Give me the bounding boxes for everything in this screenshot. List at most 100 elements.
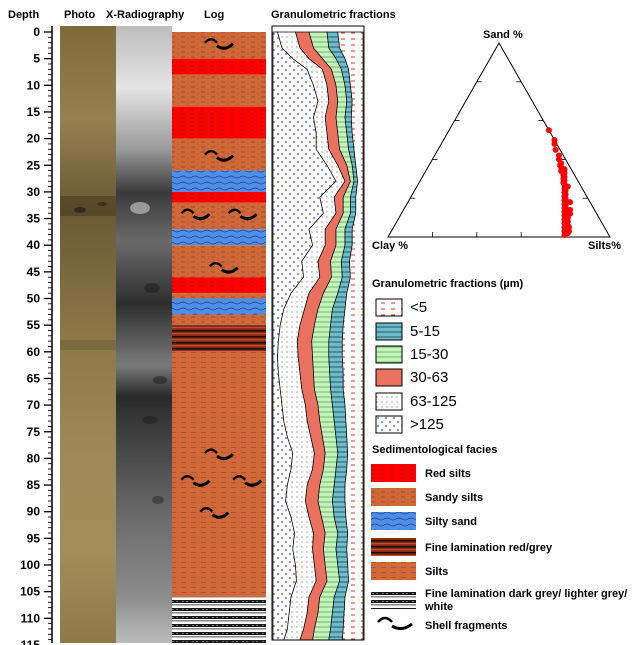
xray-core	[116, 26, 172, 643]
legend-swatch-silty-sand	[371, 512, 416, 530]
granulometric-plot	[272, 31, 364, 641]
legend-item-gt125: >125	[410, 416, 444, 433]
shell-fragment-icon	[204, 149, 235, 162]
log-layer	[172, 293, 266, 299]
depth-tick-label: 30	[27, 185, 41, 199]
legend-swatch-silts	[371, 562, 416, 580]
legend-swatch-lt5	[375, 298, 403, 317]
depth-tick-label: 70	[27, 398, 41, 412]
legend-swatch-5-15	[375, 322, 403, 341]
log-layer	[172, 106, 266, 139]
depth-tick-label: 90	[27, 505, 41, 519]
depth-tick-label: 55	[27, 318, 41, 332]
header-depth: Depth	[8, 9, 39, 21]
log-layer	[172, 191, 266, 203]
legend-swatch-lam-dark	[371, 591, 416, 609]
shell-fragment-icon	[204, 37, 235, 50]
ternary-point	[564, 230, 571, 237]
legend-swatch-63-125	[375, 392, 403, 411]
depth-tick-label: 75	[27, 425, 41, 439]
depth-tick-label: 40	[27, 238, 41, 252]
legend-item-30-63: 30-63	[410, 369, 448, 386]
legend-facies-red-silts: Red silts	[425, 468, 471, 480]
log-layer	[172, 74, 266, 107]
ternary-point	[552, 146, 559, 153]
shell-fragments-icon	[377, 616, 413, 631]
shell-fragment-icon	[180, 208, 211, 221]
depth-tick-label: 20	[27, 132, 41, 146]
header-log: Log	[204, 9, 224, 21]
ternary-point	[564, 183, 571, 190]
legend-facies-lam-dark-2: white	[424, 601, 453, 613]
granulometric-frame	[271, 25, 365, 641]
depth-tick-label: 5	[33, 52, 40, 66]
header-granulo: Granulometric fractions	[271, 9, 396, 21]
depth-tick-label: 115	[21, 638, 41, 645]
depth-tick-label: 95	[27, 531, 41, 545]
ternary-sand-label: Sand %	[483, 29, 523, 41]
legend-facies-shell: Shell fragments	[425, 620, 508, 632]
log-layer	[172, 314, 266, 326]
ternary-silts-label: Silts%	[588, 240, 621, 252]
legend-item-5-15: 5-15	[410, 323, 440, 340]
shell-fragment-icon	[180, 475, 211, 487]
lithologic-log	[172, 32, 266, 643]
log-layer	[172, 596, 266, 643]
shell-fragment-icon	[199, 507, 230, 519]
depth-tick-label: 10	[27, 78, 41, 92]
depth-tick-label: 100	[20, 558, 40, 572]
shell-fragment-icon	[232, 475, 263, 487]
log-layer	[172, 170, 266, 192]
shell-fragment-icon	[204, 448, 235, 461]
ternary-point	[545, 127, 552, 134]
legend-swatch-red-silts	[371, 464, 416, 482]
legend-swatch-15-30	[375, 345, 403, 364]
ternary-points	[545, 127, 574, 239]
log-layer	[172, 298, 266, 315]
depth-tick-label: 15	[27, 105, 41, 119]
shell-fragment-icon	[227, 208, 258, 221]
depth-tick-label: 25	[27, 158, 41, 172]
ternary-diagram: Sand % Clay % Silts%	[372, 29, 621, 252]
depth-tick-label: 80	[27, 451, 41, 465]
legend-swatch-lam-red-grey	[371, 538, 416, 556]
legend-facies-lam-red-grey: Fine lamination red/grey	[425, 542, 553, 554]
facies-legend: Sedimentological facies Red silts Sandy …	[371, 444, 627, 632]
legend-facies-sandy-silts: Sandy silts	[425, 492, 483, 504]
ternary-clay-label: Clay %	[372, 240, 408, 252]
depth-tick-label: 60	[27, 345, 41, 359]
legend-facies-silty-sand: Silty sand	[425, 516, 477, 528]
log-layer	[172, 202, 266, 230]
ternary-triangle	[387, 41, 611, 238]
ternary-point	[561, 166, 568, 173]
depth-tick-label: 45	[27, 265, 41, 279]
photo-core	[60, 26, 116, 643]
log-layer	[172, 138, 266, 171]
log-layer	[172, 325, 266, 352]
header-photo: Photo	[64, 9, 95, 21]
shell-fragments-layer	[180, 37, 263, 519]
legend-facies-title: Sedimentological facies	[372, 444, 497, 456]
depth-tick-label: 35	[27, 212, 41, 226]
depth-tick-label: 110	[21, 611, 41, 625]
log-layer	[172, 245, 266, 278]
legend-item-15-30: 15-30	[410, 346, 448, 363]
legend-item-63-125: 63-125	[410, 393, 457, 410]
legend-item-lt5: <5	[410, 299, 427, 316]
log-layer	[172, 58, 266, 75]
legend-facies-silts: Silts	[425, 566, 448, 578]
depth-tick-label: 85	[27, 478, 41, 492]
legend-swatch-30-63	[375, 368, 403, 387]
log-layer	[172, 229, 266, 246]
depth-axis: 0 5 10 15 20 25 30 35 40 45 50 55 60 65 70 75 80 85 90 95 10…	[20, 25, 53, 645]
log-layer	[172, 351, 266, 597]
granulometric-legend: Granulometric fractions (µm) <5 5-15 15-…	[372, 278, 524, 434]
ternary-point	[567, 199, 574, 206]
shell-fragment-icon	[208, 261, 239, 274]
legend-swatch-gt125	[375, 415, 403, 434]
depth-tick-label: 50	[27, 292, 41, 306]
ternary-point	[558, 160, 565, 167]
header-xray: X-Radiography	[106, 9, 185, 21]
depth-tick-label: 0	[33, 25, 40, 39]
